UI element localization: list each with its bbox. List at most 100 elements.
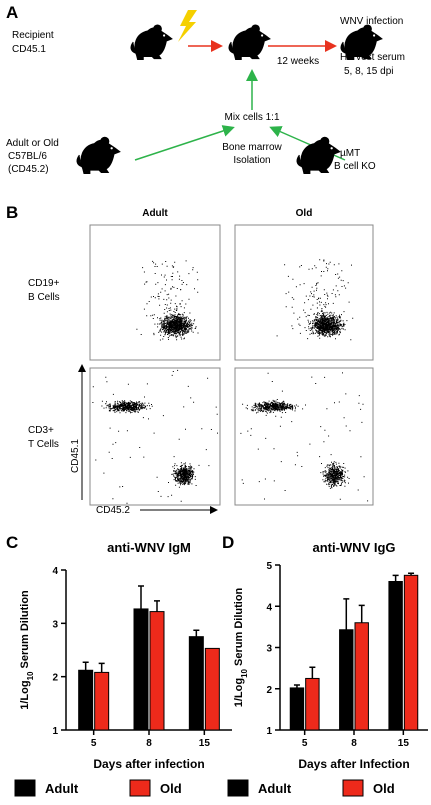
plot-frame xyxy=(234,224,374,361)
panel-b: B Adult Old CD19+ B Cells CD3+ T Cells C… xyxy=(6,203,374,516)
bar xyxy=(149,611,165,731)
column-label: Old xyxy=(296,208,313,219)
y-tick-label: 3 xyxy=(266,644,272,655)
x-axis-label: Days after infection xyxy=(93,757,204,771)
legend-swatch xyxy=(342,779,364,797)
axis-label: CD45.2 xyxy=(96,505,130,516)
y-tick-label: 2 xyxy=(266,685,272,696)
column-label: Adult xyxy=(142,208,168,219)
x-tick-label: 15 xyxy=(398,738,410,749)
axis-label: CD45.1 xyxy=(70,439,81,473)
y-tick-label: 3 xyxy=(52,619,58,630)
y-tick-label: 1 xyxy=(266,726,272,737)
mouse-icon xyxy=(76,136,121,174)
panel-label: C xyxy=(6,533,18,552)
plot-frame xyxy=(89,224,221,361)
legend-label: Adult xyxy=(258,781,292,796)
legend-label: Old xyxy=(373,781,395,796)
error-bar xyxy=(154,600,160,612)
x-tick-label: 5 xyxy=(91,738,97,749)
label: CD45.1 xyxy=(12,44,46,55)
x-axis-label: Days after Infection xyxy=(298,757,409,771)
event-dots xyxy=(136,260,199,341)
label: WNV infection xyxy=(340,16,403,27)
event-dots xyxy=(276,259,354,341)
label: Adult or Old xyxy=(6,138,59,149)
y-axis-label-part: 1/Log xyxy=(19,680,31,709)
legend-swatch xyxy=(227,779,249,797)
irradiation-icon xyxy=(178,10,197,42)
plot-frame xyxy=(89,367,221,506)
plot-frame xyxy=(234,367,374,506)
row-label: CD19+ xyxy=(28,278,60,289)
panel-label: A xyxy=(6,3,18,22)
row-label: B Cells xyxy=(28,292,60,303)
error-bar xyxy=(193,629,200,637)
label: 12 weeks xyxy=(277,56,319,67)
y-axis-label-part: Serum Dilution xyxy=(233,587,245,669)
y-axis-label: 1/Log10 Serum Dilution xyxy=(233,587,249,707)
bar xyxy=(94,671,110,731)
error-bar xyxy=(408,572,415,576)
bar xyxy=(403,574,419,731)
error-bar xyxy=(392,574,399,582)
legend-label: Adult xyxy=(45,781,79,796)
bar xyxy=(305,677,320,731)
error-bar xyxy=(98,662,105,673)
row-label: CD3+ xyxy=(28,425,54,436)
y-axis-label-part: 1/Log xyxy=(233,678,245,707)
panel-a: A Recipient CD45.1 12 weeks WNV infectio… xyxy=(6,3,405,175)
label: µMT xyxy=(340,148,360,159)
bar xyxy=(188,636,204,731)
label: Recipient xyxy=(12,30,54,41)
bar xyxy=(204,647,220,731)
legend-label: Old xyxy=(160,781,182,796)
error-bar xyxy=(309,666,316,679)
x-tick-label: 5 xyxy=(302,738,308,749)
y-tick-label: 4 xyxy=(266,602,272,613)
y-tick-label: 2 xyxy=(52,673,58,684)
y-tick-label: 4 xyxy=(52,566,58,577)
label: B cell KO xyxy=(334,161,376,172)
x-tick-label: 15 xyxy=(199,738,211,749)
error-bar xyxy=(82,661,89,671)
panel-label: B xyxy=(6,203,18,222)
error-bar xyxy=(138,585,144,609)
legend-swatch xyxy=(14,779,36,797)
bar xyxy=(388,581,403,731)
flow-plots xyxy=(89,224,374,506)
label: Harvest serum xyxy=(340,52,405,63)
label: Bone marrow xyxy=(222,142,282,153)
mouse-icon xyxy=(228,23,271,60)
chart-title: anti-WNV IgM xyxy=(107,540,191,555)
y-axis-label-part: 10 xyxy=(26,671,35,680)
x-tick-label: 8 xyxy=(351,738,357,749)
error-bar xyxy=(293,684,300,688)
event-dots xyxy=(92,369,218,504)
error-bar xyxy=(358,604,365,623)
label: C57BL/6 xyxy=(8,151,47,162)
bar xyxy=(78,669,94,731)
y-tick-label: 5 xyxy=(266,561,272,572)
bar xyxy=(133,608,149,731)
bar xyxy=(289,687,305,731)
x-tick-label: 8 xyxy=(146,738,152,749)
row-label: T Cells xyxy=(28,439,59,450)
label: Isolation xyxy=(233,155,270,166)
y-axis-label: 1/Log10 Serum Dilution xyxy=(19,590,35,710)
y-axis-label-part: Serum Dilution xyxy=(19,590,31,672)
panel-label: D xyxy=(222,533,234,552)
bar xyxy=(354,622,369,731)
error-bar xyxy=(343,598,350,630)
y-axis-label-part: 10 xyxy=(240,668,249,677)
label: (CD45.2) xyxy=(8,164,49,175)
mouse-icon xyxy=(130,23,173,60)
label: 5, 8, 15 dpi xyxy=(344,66,393,77)
legend-swatch xyxy=(129,779,151,797)
chart-title: anti-WNV IgG xyxy=(312,540,395,555)
arrow xyxy=(134,125,235,161)
bar xyxy=(339,629,354,731)
